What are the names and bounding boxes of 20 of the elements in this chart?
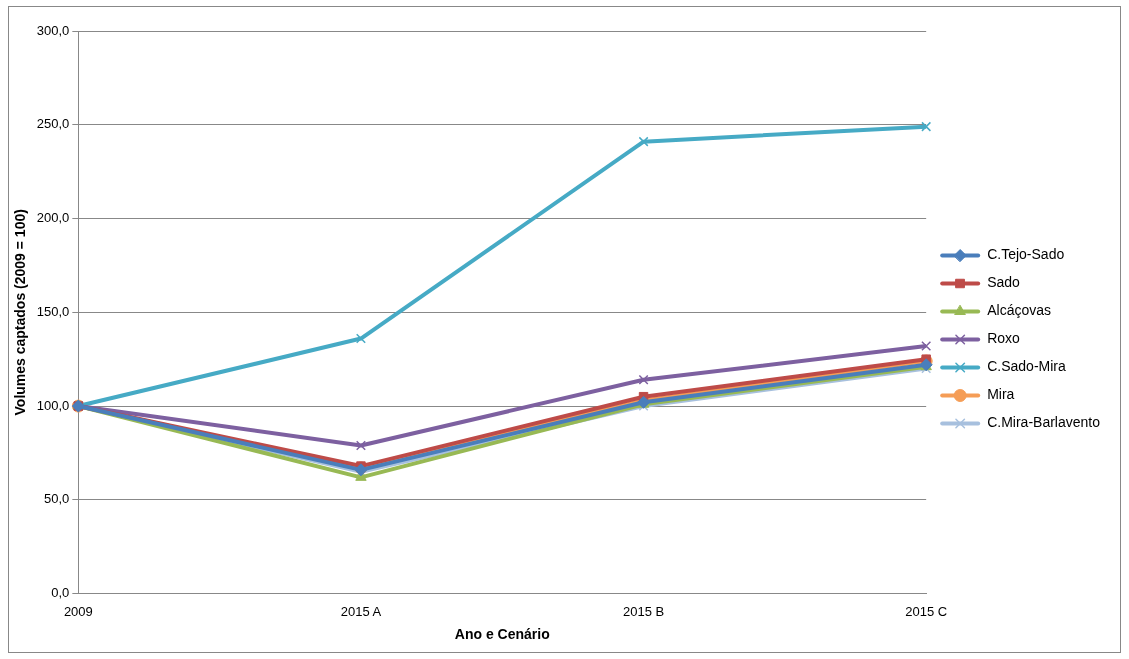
x-tick-label: 2009 bbox=[63, 603, 93, 619]
legend-label: Mira bbox=[987, 386, 1015, 403]
legend-label: C.Tejo-Sado bbox=[987, 246, 1065, 263]
y-tick-label: 300,0 bbox=[36, 22, 70, 38]
legend-label: Roxo bbox=[987, 330, 1021, 347]
y-tick-label: 150,0 bbox=[36, 303, 70, 319]
y-tick-label: 50,0 bbox=[44, 491, 70, 507]
y-tick-label: 200,0 bbox=[36, 210, 70, 226]
legend-label: C.Sado-Mira bbox=[987, 358, 1066, 375]
y-tick-label: 0,0 bbox=[51, 585, 70, 601]
legend-label: C.Mira-Barlavento bbox=[987, 414, 1101, 431]
y-tick-label: 250,0 bbox=[36, 116, 70, 132]
legend-label: Alcáçovas bbox=[987, 302, 1051, 319]
x-axis-title: Ano e Cenário bbox=[454, 626, 550, 643]
y-tick-label: 100,0 bbox=[36, 397, 70, 413]
x-tick-label: 2015 A bbox=[340, 603, 382, 619]
x-tick-label: 2015 C bbox=[905, 603, 948, 619]
legend-label: Sado bbox=[987, 274, 1021, 291]
x-tick-label: 2015 B bbox=[622, 603, 665, 619]
y-axis-title: Volumes captados (2009 = 100) bbox=[12, 209, 29, 416]
